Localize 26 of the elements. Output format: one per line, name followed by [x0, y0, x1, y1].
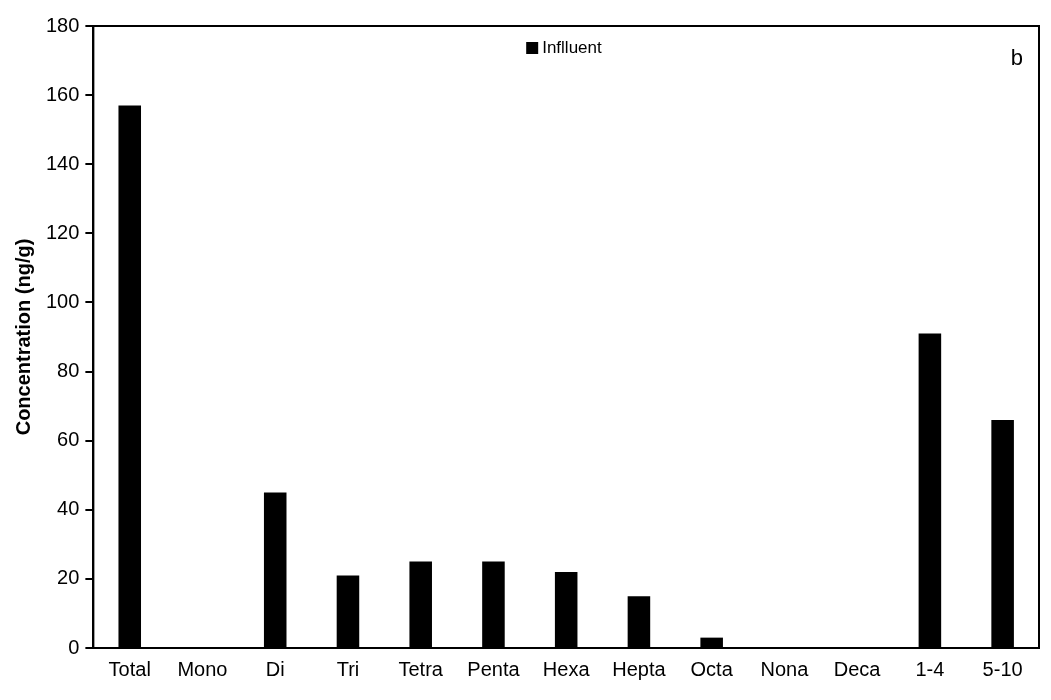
y-tick-label: 140 [45, 151, 80, 174]
x-tick-label: Tetra [398, 657, 444, 680]
y-tick-label: 60 [57, 428, 80, 451]
y-tick-label: 20 [57, 566, 80, 589]
x-tick-label: 1-4 [915, 657, 945, 680]
x-tick-label: Tri [336, 657, 360, 680]
x-tick-label: Octa [690, 657, 734, 680]
x-tick-label: Nona [760, 657, 810, 680]
y-tick-label: 100 [45, 289, 80, 312]
y-axis-title: Concentration (ng/g) [11, 238, 34, 436]
x-tick-label: Hexa [542, 657, 591, 680]
annotation: b [1010, 45, 1023, 71]
legend-label: Inflluent [542, 37, 602, 57]
y-tick-label: 160 [45, 82, 80, 105]
x-tick-label: Mono [177, 657, 228, 680]
y-tick-label: 180 [45, 13, 80, 36]
y-tick-label: 80 [57, 359, 80, 382]
x-tick-label: Total [108, 657, 151, 680]
y-tick-label: 40 [57, 497, 80, 520]
y-tick-label: 120 [45, 220, 80, 243]
y-tick-label: 0 [68, 635, 80, 658]
x-tick-label: 5-10 [982, 657, 1023, 680]
x-tick-label: Hepta [612, 657, 667, 680]
x-tick-label: Penta [467, 657, 521, 680]
x-tick-label: Deca [833, 657, 882, 680]
x-tick-label: Di [265, 657, 285, 680]
